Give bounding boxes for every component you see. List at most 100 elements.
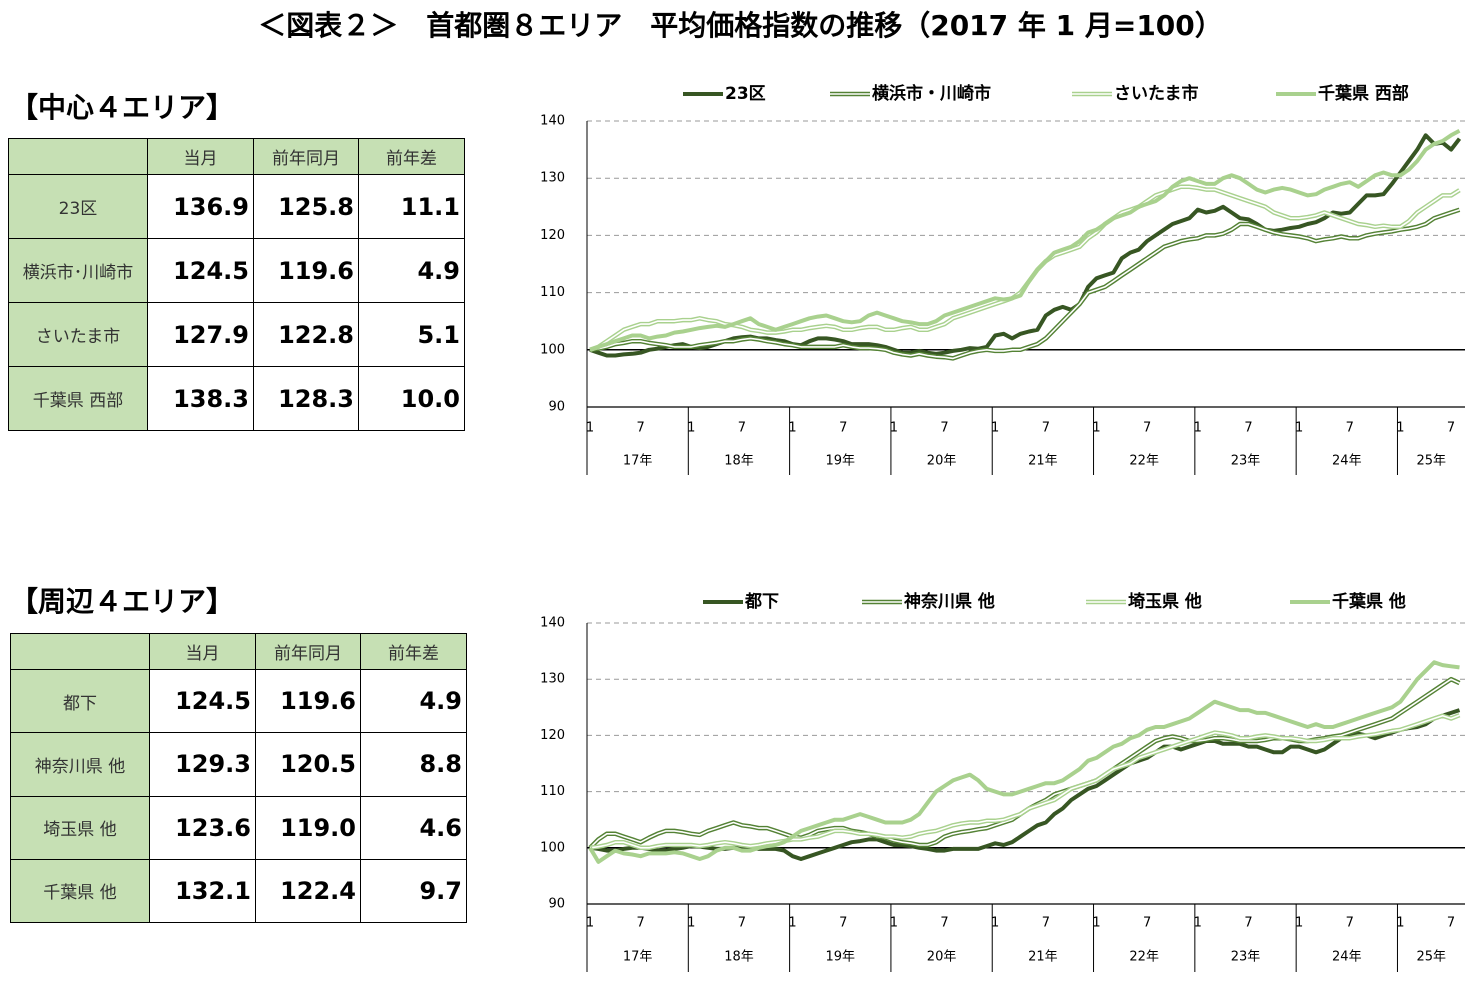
year-label: 21年 xyxy=(1028,454,1058,469)
legend-label: 23区 xyxy=(725,84,766,104)
x-tick-label: 7 xyxy=(636,421,644,436)
row-label: 埼玉県 他 xyxy=(10,795,150,860)
y-tick-label: 100 xyxy=(540,840,565,855)
row-label: 千葉県 他 xyxy=(10,858,150,924)
y-tick-label: 140 xyxy=(540,616,565,631)
header-cell: 前年差 xyxy=(360,633,467,670)
table-row: 神奈川県 他 129.3 120.5 8.8 xyxy=(10,732,467,797)
x-tick-label: 7 xyxy=(738,421,746,436)
value-cell: 119.6 xyxy=(255,668,361,734)
x-tick-label: 1 xyxy=(586,916,594,931)
value-cell: 5.1 xyxy=(358,302,465,367)
y-tick-label: 110 xyxy=(540,784,565,799)
y-tick-label: 130 xyxy=(540,672,565,687)
y-tick-label: 90 xyxy=(548,897,565,912)
series-line-inner xyxy=(589,208,1460,360)
section-heading: 【中心４エリア】 xyxy=(10,91,235,124)
value-cell: 119.6 xyxy=(253,238,359,303)
value-cell: 132.1 xyxy=(149,858,256,924)
value-cell: 9.7 xyxy=(360,858,467,924)
x-tick-label: 7 xyxy=(940,421,948,436)
year-label: 24年 xyxy=(1332,454,1362,469)
year-label: 21年 xyxy=(1028,950,1058,965)
x-tick-label: 1 xyxy=(1092,421,1100,436)
x-tick-label: 7 xyxy=(636,916,644,931)
value-cell: 125.8 xyxy=(253,174,359,239)
page-title: ＜図表２＞ 首都圏８エリア 平均価格指数の推移（2017 年 1 月=100） xyxy=(258,9,1223,42)
value-cell: 10.0 xyxy=(358,366,465,431)
x-tick-label: 1 xyxy=(890,916,898,931)
value-cell: 4.6 xyxy=(360,795,467,860)
value-cell: 124.5 xyxy=(149,668,256,734)
header-row: 当月 前年同月 前年差 xyxy=(10,633,467,670)
y-tick-label: 100 xyxy=(540,342,565,357)
data-table: 当月 前年同月 前年差 23区 136.9 125.8 11.1 横浜市･川崎市 124.5 11… xyxy=(8,138,465,431)
legend-label: 横浜市・川崎市 xyxy=(872,83,991,104)
x-tick-label: 1 xyxy=(1092,916,1100,931)
series-line-inner xyxy=(589,714,1460,849)
x-tick-label: 1 xyxy=(1396,916,1404,931)
row-label: 神奈川県 他 xyxy=(10,732,150,797)
year-label: 25年 xyxy=(1416,454,1446,469)
legend-label: 千葉県 西部 xyxy=(1318,83,1409,104)
table-row: 横浜市･川崎市 124.5 119.6 4.9 xyxy=(8,238,465,303)
x-tick-label: 1 xyxy=(1396,421,1404,436)
series-line xyxy=(588,660,1460,864)
year-label: 23年 xyxy=(1231,454,1261,469)
x-tick-label: 1 xyxy=(687,421,695,436)
value-cell: 4.9 xyxy=(358,238,465,303)
x-tick-label: 7 xyxy=(839,916,847,931)
legend-label: 神奈川県 他 xyxy=(904,591,995,612)
x-tick-label: 1 xyxy=(1194,916,1202,931)
header-cell: 当月 xyxy=(147,138,254,175)
legend-label: さいたま市 xyxy=(1114,83,1199,104)
y-tick-label: 110 xyxy=(540,285,565,300)
table-row: 千葉県 他 132.1 122.4 9.7 xyxy=(10,858,467,924)
header-cell xyxy=(8,138,148,175)
series-line xyxy=(588,676,1461,850)
y-tick-label: 130 xyxy=(540,171,565,186)
x-tick-label: 1 xyxy=(1295,421,1303,436)
series-line xyxy=(589,133,1462,358)
x-tick-label: 7 xyxy=(1447,916,1455,931)
x-tick-label: 7 xyxy=(1244,421,1252,436)
year-label: 17年 xyxy=(623,454,653,469)
y-tick-label: 120 xyxy=(540,228,565,243)
value-cell: 138.3 xyxy=(147,366,254,431)
value-cell: 4.9 xyxy=(360,668,467,734)
series-line-inner xyxy=(589,678,1460,849)
x-tick-label: 7 xyxy=(1042,916,1050,931)
x-tick-label: 7 xyxy=(1244,916,1252,931)
value-cell: 8.8 xyxy=(360,732,467,797)
header-cell: 前年同月 xyxy=(253,138,359,175)
year-label: 20年 xyxy=(927,950,957,965)
data-table: 当月 前年同月 前年差 都下 124.5 119.6 4.9 神奈川県 他 129.3 120.5… xyxy=(10,633,467,924)
year-label: 23年 xyxy=(1231,950,1261,965)
series-line xyxy=(589,128,1461,352)
x-tick-label: 1 xyxy=(991,916,999,931)
x-tick-label: 1 xyxy=(890,421,898,436)
table-row: 都下 124.5 119.6 4.9 xyxy=(10,668,467,734)
x-tick-label: 1 xyxy=(1295,916,1303,931)
year-label: 18年 xyxy=(724,454,754,469)
row-label: 千葉県 西部 xyxy=(8,366,148,431)
x-tick-label: 1 xyxy=(1194,421,1202,436)
year-label: 17年 xyxy=(623,950,653,965)
x-tick-label: 7 xyxy=(839,421,847,436)
year-label: 19年 xyxy=(825,454,855,469)
row-label: 23区 xyxy=(8,174,148,239)
x-tick-label: 1 xyxy=(788,421,796,436)
x-tick-label: 1 xyxy=(687,916,695,931)
x-tick-label: 7 xyxy=(1042,421,1050,436)
year-label: 22年 xyxy=(1129,950,1159,965)
legend-label: 都下 xyxy=(744,591,779,612)
row-label: 都下 xyxy=(10,668,150,734)
x-tick-label: 1 xyxy=(586,421,594,436)
year-label: 18年 xyxy=(724,950,754,965)
value-cell: 136.9 xyxy=(147,174,254,239)
header-row: 当月 前年同月 前年差 xyxy=(8,138,465,175)
y-tick-label: 90 xyxy=(548,400,565,415)
x-tick-label: 7 xyxy=(1143,916,1151,931)
